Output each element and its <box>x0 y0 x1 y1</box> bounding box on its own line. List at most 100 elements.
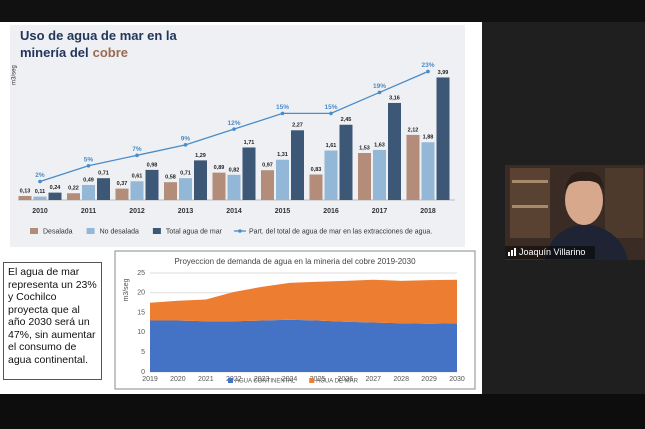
title-line: minería del <box>20 45 89 60</box>
line-point <box>135 153 139 158</box>
bar <box>242 147 256 200</box>
data-label: 0,97 <box>262 163 273 169</box>
bar <box>18 196 32 200</box>
data-label: 3,99 <box>438 70 449 76</box>
line-point <box>329 111 333 116</box>
x-tick-label: 2027 <box>365 376 381 383</box>
x-tick-label: 2012 <box>129 208 145 215</box>
bar <box>358 153 371 200</box>
bar <box>130 181 144 200</box>
data-label: 0,11 <box>35 189 45 195</box>
data-label: 1,71 <box>244 140 255 146</box>
data-label: 0,49 <box>83 177 94 183</box>
line-point <box>38 179 42 184</box>
x-tick-label: 2022 <box>226 376 242 383</box>
area <box>150 279 457 324</box>
legend-swatch <box>228 378 233 383</box>
data-label: 0,22 <box>68 186 79 192</box>
legend-label: Desalada <box>43 228 73 235</box>
title-accent: cobre <box>93 45 128 60</box>
bar <box>227 174 241 200</box>
x-tick-label: 2021 <box>198 376 214 383</box>
data-label: 0,98 <box>147 162 158 168</box>
line-point <box>232 127 236 131</box>
x-tick-label: 2030 <box>449 376 465 383</box>
bar <box>324 150 338 200</box>
top-bar <box>0 0 645 22</box>
x-tick-label: 2013 <box>178 208 194 215</box>
legend-label: No desalada <box>100 228 139 235</box>
x-tick-label: 2010 <box>32 208 48 215</box>
data-label: 23% <box>421 62 434 69</box>
bar <box>309 174 323 200</box>
bar <box>194 160 207 200</box>
data-label: 2,27 <box>292 123 303 129</box>
x-tick-label: 2028 <box>393 376 409 383</box>
data-label: 0,82 <box>229 167 240 173</box>
data-label: 0,89 <box>214 165 225 171</box>
y-tick-label: 15 <box>137 309 145 316</box>
data-label: 1,61 <box>326 143 337 149</box>
bar <box>48 192 62 200</box>
data-label: 0,24 <box>50 185 62 191</box>
x-tick-label: 2017 <box>372 208 388 215</box>
x-tick-label: 2025 <box>310 376 326 383</box>
x-tick-label: 2019 <box>142 376 158 383</box>
bar <box>436 77 450 200</box>
bar <box>212 172 226 200</box>
data-label: 2,12 <box>408 127 419 133</box>
data-label: 19% <box>373 83 386 90</box>
data-label: 9% <box>181 136 191 143</box>
bar <box>339 124 353 200</box>
data-label: 0,71 <box>180 171 191 177</box>
data-label: 0,37 <box>117 181 128 187</box>
y-tick-label: 20 <box>137 290 145 297</box>
data-label: 3,16 <box>389 95 400 101</box>
y-axis-label: m3/seg <box>123 278 130 301</box>
bar <box>145 169 159 200</box>
legend-swatch <box>30 228 38 234</box>
data-label: 0,58 <box>165 175 176 181</box>
bar <box>373 149 386 200</box>
data-label: 1,29 <box>195 153 206 159</box>
bar <box>291 130 304 200</box>
x-tick-label: 2026 <box>338 376 354 383</box>
y-tick-label: 25 <box>137 270 145 277</box>
x-tick-label: 2016 <box>323 208 339 215</box>
y-tick-label: 5 <box>141 349 145 356</box>
video-tile <box>505 165 645 260</box>
x-tick-label: 2011 <box>81 208 96 215</box>
line-point <box>86 164 91 168</box>
legend-swatch <box>152 228 161 234</box>
bar <box>261 170 274 200</box>
legend-swatch <box>86 228 95 234</box>
y-axis-label: m3/seg <box>12 65 18 85</box>
bar <box>82 184 95 200</box>
line-point <box>183 143 188 147</box>
legend-marker <box>238 229 242 233</box>
bar <box>164 182 177 200</box>
legend-swatch <box>309 378 315 383</box>
area <box>150 319 457 372</box>
legend-label: AGUA CONTINENTAL <box>235 379 296 385</box>
bar <box>67 193 80 200</box>
data-label: 15% <box>276 104 289 111</box>
data-label: 0,71 <box>98 171 109 177</box>
data-label: 2% <box>35 172 45 179</box>
x-tick-label: 2029 <box>421 376 437 383</box>
legend-label: Total agua de mar <box>166 228 223 235</box>
chart-title: Uso de agua de mar en la minería del cobre <box>20 28 178 60</box>
text-box: El agua de mar representa un 23% y Cochi… <box>3 262 102 380</box>
x-tick-label: 2020 <box>170 376 186 383</box>
bar <box>276 159 289 200</box>
bar <box>179 178 192 200</box>
line-point <box>280 111 285 116</box>
data-label: 0,83 <box>311 167 322 173</box>
data-label: 0,13 <box>20 188 31 194</box>
legend-label: AGUA DE MAR <box>316 379 358 385</box>
bar <box>97 178 110 200</box>
data-label: 0,61 <box>132 174 143 180</box>
x-tick-label: 2023 <box>254 376 270 383</box>
data-label: 15% <box>324 104 337 111</box>
